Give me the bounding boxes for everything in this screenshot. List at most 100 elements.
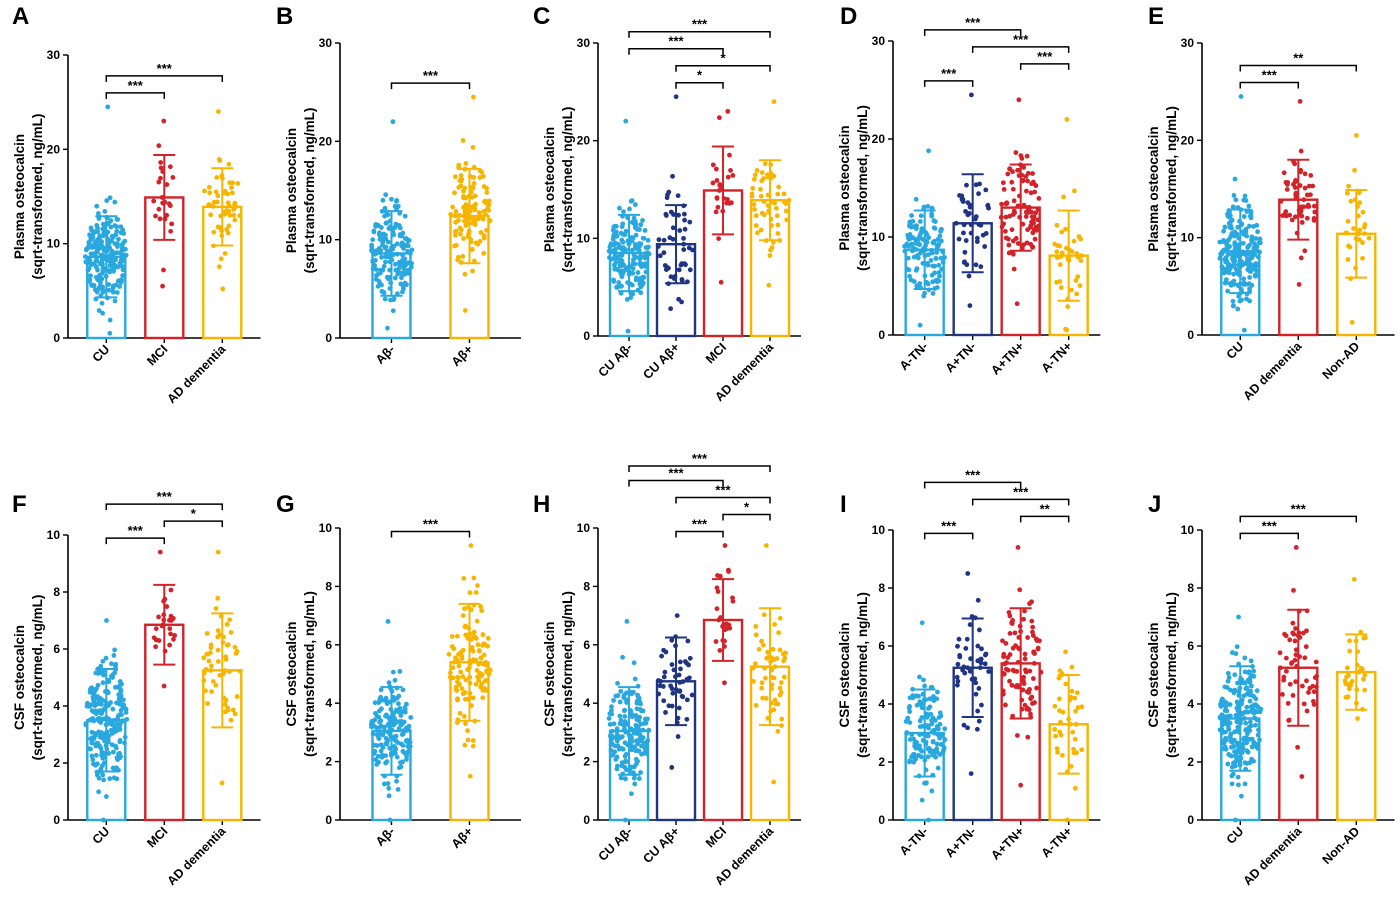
data-point: [1358, 629, 1364, 635]
data-point: [966, 273, 972, 279]
data-point: [202, 188, 207, 194]
data-point: [975, 597, 981, 603]
data-point: [659, 653, 665, 659]
data-point: [618, 290, 624, 296]
data-point: [616, 280, 622, 285]
data-point: [753, 623, 759, 629]
data-point: [1304, 678, 1309, 684]
data-point: [717, 648, 723, 653]
y-axis-label-line: Plasma osteocalcin: [12, 134, 27, 259]
data-point: [1284, 187, 1290, 192]
y-axis-label-line: (sqrt-transformed, ng/mL): [302, 108, 317, 274]
data-point: [925, 204, 931, 209]
data-point: [111, 775, 117, 781]
data-point: [118, 230, 124, 236]
data-point: [955, 643, 960, 649]
data-point: [934, 250, 940, 255]
data-point: [728, 167, 733, 173]
data-point: [215, 634, 221, 640]
data-point: [119, 253, 125, 259]
data-point: [961, 222, 967, 228]
data-point: [409, 260, 415, 266]
data-point: [225, 200, 231, 206]
data-point: [632, 781, 638, 787]
data-point: [394, 778, 399, 784]
data-point: [117, 739, 123, 745]
data-point: [470, 220, 475, 226]
data-point: [634, 706, 640, 712]
data-point: [479, 608, 485, 614]
data-point: [226, 223, 232, 229]
data-point: [404, 282, 409, 288]
data-point: [1233, 817, 1238, 823]
data-point: [623, 759, 629, 765]
data-point: [463, 161, 469, 166]
data-point: [1298, 148, 1304, 154]
data-point: [664, 195, 670, 201]
data-point: [781, 674, 787, 680]
data-point: [100, 284, 105, 290]
data-point: [1241, 197, 1247, 203]
data-point: [1061, 194, 1066, 200]
data-point: [170, 615, 176, 621]
y-tick-label: 20: [1181, 133, 1195, 147]
data-point: [934, 741, 940, 747]
data-point: [977, 627, 982, 633]
data-point: [930, 748, 936, 754]
data-point: [716, 236, 722, 242]
data-point: [1245, 256, 1250, 262]
data-point: [630, 270, 636, 276]
data-point: [772, 622, 777, 627]
data-point: [967, 202, 973, 208]
data-point: [1292, 638, 1298, 644]
x-tick-label: AD dementia: [164, 341, 229, 406]
data-point: [204, 630, 210, 636]
data-point: [1295, 744, 1300, 750]
data-point: [936, 715, 942, 720]
data-point: [1009, 682, 1015, 688]
data-point: [904, 718, 910, 724]
data-point: [405, 270, 411, 276]
data-point: [457, 710, 463, 716]
data-point: [100, 233, 106, 239]
data-point: [106, 287, 112, 293]
data-point: [1238, 94, 1244, 99]
data-point: [381, 781, 387, 787]
data-point: [1247, 298, 1253, 304]
data-point: [663, 649, 669, 655]
data-point: [454, 688, 460, 693]
data-point: [1013, 236, 1019, 241]
data-point: [476, 210, 482, 216]
data-point: [452, 243, 457, 249]
data-point: [1254, 268, 1260, 274]
data-point: [462, 209, 468, 215]
data-point: [1305, 204, 1311, 209]
significance-bracket: [675, 530, 724, 538]
significance-label: ***: [1013, 484, 1029, 499]
data-point: [1344, 674, 1350, 680]
data-point: [1022, 651, 1028, 657]
data-point: [231, 206, 236, 212]
y-tick-label: 2: [325, 755, 332, 769]
y-axis-label-line: Plasma osteocalcin: [1146, 126, 1161, 251]
data-point: [777, 615, 783, 621]
data-point: [101, 672, 106, 678]
data-point: [382, 205, 388, 211]
data-point: [623, 118, 629, 124]
y-axis-label-line: CSF osteocalcin: [837, 622, 852, 727]
data-point: [164, 604, 170, 609]
data-point: [1227, 213, 1233, 218]
data-point: [710, 162, 716, 168]
data-point: [110, 258, 116, 264]
data-point: [914, 739, 919, 745]
data-point: [1001, 654, 1006, 659]
significance-bracket: [628, 479, 724, 487]
data-point: [675, 734, 681, 739]
data-point: [771, 675, 777, 681]
data-point: [622, 714, 628, 719]
data-point: [1235, 224, 1241, 230]
y-tick-label: 4: [878, 697, 885, 711]
data-point: [372, 700, 378, 706]
y-axis-label-line: CSF osteocalcin: [284, 621, 299, 726]
data-point: [1352, 167, 1357, 173]
